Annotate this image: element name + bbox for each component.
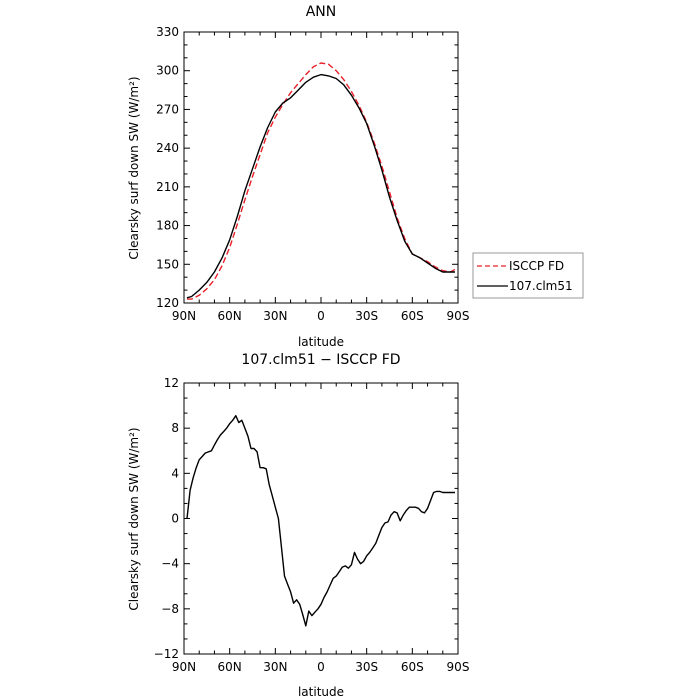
x-axis-label: latitude: [298, 685, 344, 699]
series-group: [186, 62, 456, 300]
x-tick-label: 0: [317, 309, 325, 323]
chart-title: ANN: [306, 4, 337, 20]
chart-title: 107.clm51 − ISCCP FD: [241, 352, 400, 368]
legend: ISCCP FD 107.clm51: [472, 252, 584, 299]
y-tick-label: 180: [156, 219, 179, 233]
x-tick-label: 60S: [401, 660, 424, 674]
y-tick-label: 240: [156, 141, 179, 155]
x-tick-label: 60N: [218, 309, 242, 323]
x-tick-label: 30N: [263, 660, 287, 674]
series-group: [186, 415, 455, 627]
y-tick-label: 330: [156, 25, 179, 39]
y-tick-label: 300: [156, 64, 179, 78]
panel-annual-mean: ANN 90N 60N 30N 0 30S 60S 90S 120 150 180 210 240 27…: [127, 4, 584, 349]
legend-label-isccp: ISCCP FD: [509, 259, 564, 273]
y-tick-label: 120: [156, 296, 179, 310]
series-line-difference: [186, 415, 455, 627]
x-axis-label: latitude: [298, 335, 344, 349]
plot-frame: [183, 382, 459, 655]
y-tick-label: −8: [161, 602, 179, 616]
x-tick-label: 60N: [218, 660, 242, 674]
x-tick-label: 0: [317, 660, 325, 674]
y-tick-label: 150: [156, 257, 179, 271]
x-tick-label: 90S: [447, 309, 470, 323]
legend-label-clm51: 107.clm51: [509, 279, 573, 293]
x-tick-label: 30N: [263, 309, 287, 323]
series-line-isccp-fd: [187, 62, 456, 300]
y-tick-label: 210: [156, 180, 179, 194]
y-tick-label: 0: [171, 512, 179, 526]
y-tick-label: 4: [171, 466, 179, 480]
x-tick-label: 60S: [401, 309, 424, 323]
y-axis-label: Clearsky surf down SW (W/m²): [127, 427, 141, 610]
y-tick-label: 12: [164, 376, 179, 390]
legend-box: [472, 252, 584, 299]
series-line-107-clm51: [186, 73, 455, 299]
y-tick-label: 8: [171, 421, 179, 435]
y-axis-label: Clearsky surf down SW (W/m²): [127, 76, 141, 259]
axes: 90N 60N 30N 0 30S 60S 90S 120 150 180 210 240 270 300…: [156, 25, 469, 323]
x-tick-label: 30S: [355, 660, 378, 674]
x-tick-label: 90S: [447, 660, 470, 674]
panel-difference: 107.clm51 − ISCCP FD 90N 60N 30N 0 30S 60S 90S…: [127, 352, 469, 699]
x-tick-label: 30S: [355, 309, 378, 323]
x-tick-label: 90N: [172, 309, 196, 323]
y-tick-label: 270: [156, 102, 179, 116]
x-tick-label: 90N: [172, 660, 196, 674]
y-tick-label: −12: [154, 647, 179, 661]
y-tick-label: −4: [161, 557, 179, 571]
axes: 90N 60N 30N 0 30S 60S 90S −12 −8 −4 0 4 8 12: [154, 376, 470, 674]
plot-frame: [183, 31, 459, 304]
